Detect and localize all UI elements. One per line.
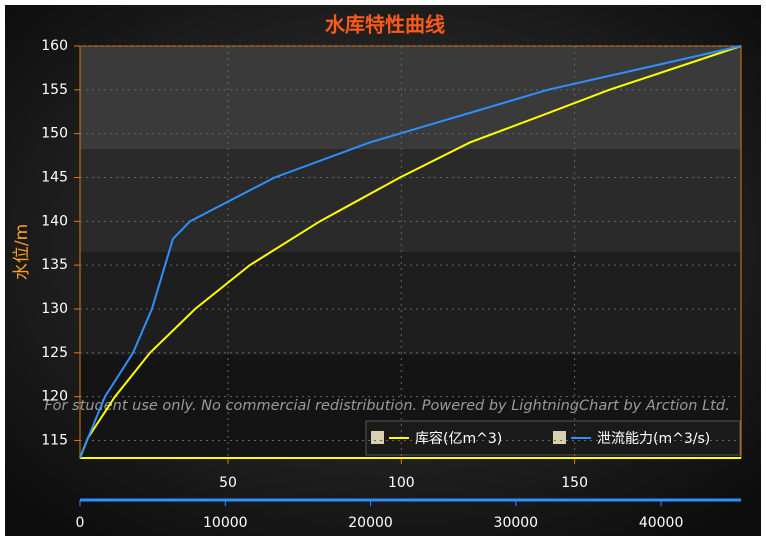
legend-label: 泄流能力(m^3/s) bbox=[597, 431, 710, 447]
y-tick-label: 135 bbox=[41, 257, 68, 273]
y-tick-label: 115 bbox=[41, 432, 68, 448]
y-tick-label: 120 bbox=[41, 389, 68, 405]
legend-checkbox[interactable] bbox=[371, 431, 384, 444]
x2-tick-label: 0 bbox=[76, 515, 85, 531]
series-line bbox=[79, 45, 742, 459]
x-tick-label: 50 bbox=[219, 475, 237, 491]
y-tick-label: 130 bbox=[41, 301, 68, 317]
legend bbox=[365, 420, 741, 456]
legend-checkbox[interactable] bbox=[553, 431, 566, 444]
x-tick-label: 100 bbox=[388, 475, 415, 491]
y-tick-label: 145 bbox=[41, 169, 68, 185]
plot-band bbox=[80, 252, 741, 355]
y-tick-label: 140 bbox=[41, 213, 68, 229]
y-tick-label: 155 bbox=[41, 82, 68, 98]
x2-tick-label: 40000 bbox=[639, 515, 684, 531]
y-tick-label: 150 bbox=[41, 126, 68, 142]
legend-label: 库容(亿m^3) bbox=[415, 430, 502, 447]
watermark: For student use only. No commercial redi… bbox=[44, 398, 729, 414]
plot-band bbox=[80, 46, 741, 149]
x-tick-label: 150 bbox=[561, 475, 588, 491]
chart-title: 水库特性曲线 bbox=[325, 13, 445, 37]
y-tick-label: 160 bbox=[41, 38, 68, 54]
y-tick-label: 125 bbox=[41, 345, 68, 361]
x2-tick-label: 10000 bbox=[203, 515, 248, 531]
plot-band bbox=[80, 149, 741, 252]
y-axis-label: 水位/m bbox=[12, 224, 32, 280]
series-line bbox=[79, 45, 742, 459]
x2-tick-label: 20000 bbox=[348, 515, 393, 531]
x2-tick-label: 30000 bbox=[494, 515, 539, 531]
